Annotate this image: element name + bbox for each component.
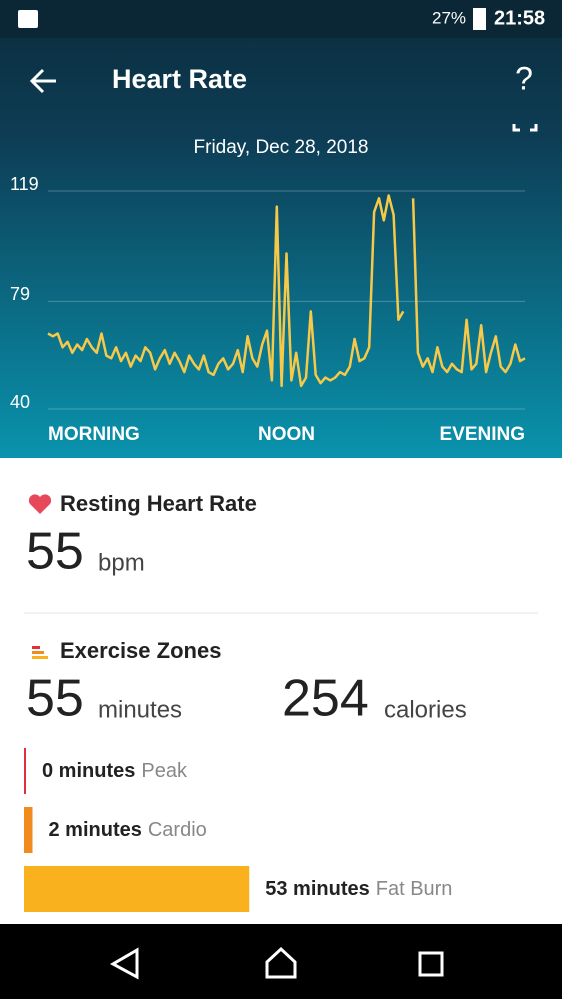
x-axis-label: NOON — [258, 424, 315, 445]
heart-rate-line — [47, 194, 526, 388]
expand-button[interactable] — [512, 124, 538, 132]
zone-row: 0 minutes Peak — [42, 760, 188, 782]
resting-value: 55 — [26, 523, 84, 581]
zones-calories-unit: calories — [384, 696, 467, 723]
zones-calories: 254 — [282, 670, 369, 728]
chart-date: Friday, Dec 28, 2018 — [194, 137, 369, 158]
battery-icon — [473, 8, 486, 30]
zone-minutes: 0 minutes — [42, 760, 135, 782]
x-axis-label: MORNING — [48, 424, 140, 445]
zones-minutes: 55 — [26, 670, 84, 728]
clock: 21:58 — [494, 7, 545, 29]
zones-minutes-unit: minutes — [98, 696, 182, 723]
nav-recents[interactable] — [418, 951, 444, 977]
resting-title: Resting Heart Rate — [60, 491, 257, 516]
zone-row: 2 minutes Cardio — [49, 819, 207, 841]
zone-bar — [24, 807, 33, 853]
zone-list: 0 minutes Peak 2 minutes Cardio 53 minutes Fa… — [24, 748, 452, 912]
zone-bar — [24, 748, 26, 794]
back-button[interactable] — [29, 68, 56, 94]
zones-icon — [32, 646, 40, 649]
zone-bar — [24, 866, 250, 912]
status-bar — [0, 0, 562, 38]
nav-back[interactable] — [109, 947, 139, 980]
nav-home[interactable] — [265, 946, 297, 979]
zones-icon — [32, 656, 48, 659]
chart: 40 79 119 MORNING NOON EVENING — [10, 174, 526, 445]
heart-icon — [28, 494, 52, 514]
zone-name: Cardio — [148, 819, 207, 841]
zone-name: Peak — [141, 760, 188, 782]
screen-title: Heart Rate — [112, 64, 247, 94]
help-button[interactable]: ? — [515, 60, 533, 96]
header-background — [0, 0, 562, 458]
zone-name: Fat Burn — [376, 878, 453, 900]
x-axis-label: EVENING — [439, 424, 525, 445]
zone-row: 53 minutes Fat Burn — [265, 878, 452, 900]
y-tick-label: 79 — [10, 284, 30, 304]
resting-unit: bpm — [98, 549, 145, 576]
zones-title: Exercise Zones — [60, 638, 221, 663]
battery-level: 27% — [432, 8, 466, 27]
gallery-icon — [18, 10, 38, 28]
y-tick-label: 119 — [10, 174, 39, 194]
content-background — [0, 458, 562, 924]
zones-icon — [32, 651, 44, 654]
nav-bar — [0, 924, 562, 999]
y-tick-label: 40 — [10, 392, 30, 412]
zone-minutes: 53 minutes — [265, 878, 369, 900]
zone-minutes: 2 minutes — [49, 819, 142, 841]
